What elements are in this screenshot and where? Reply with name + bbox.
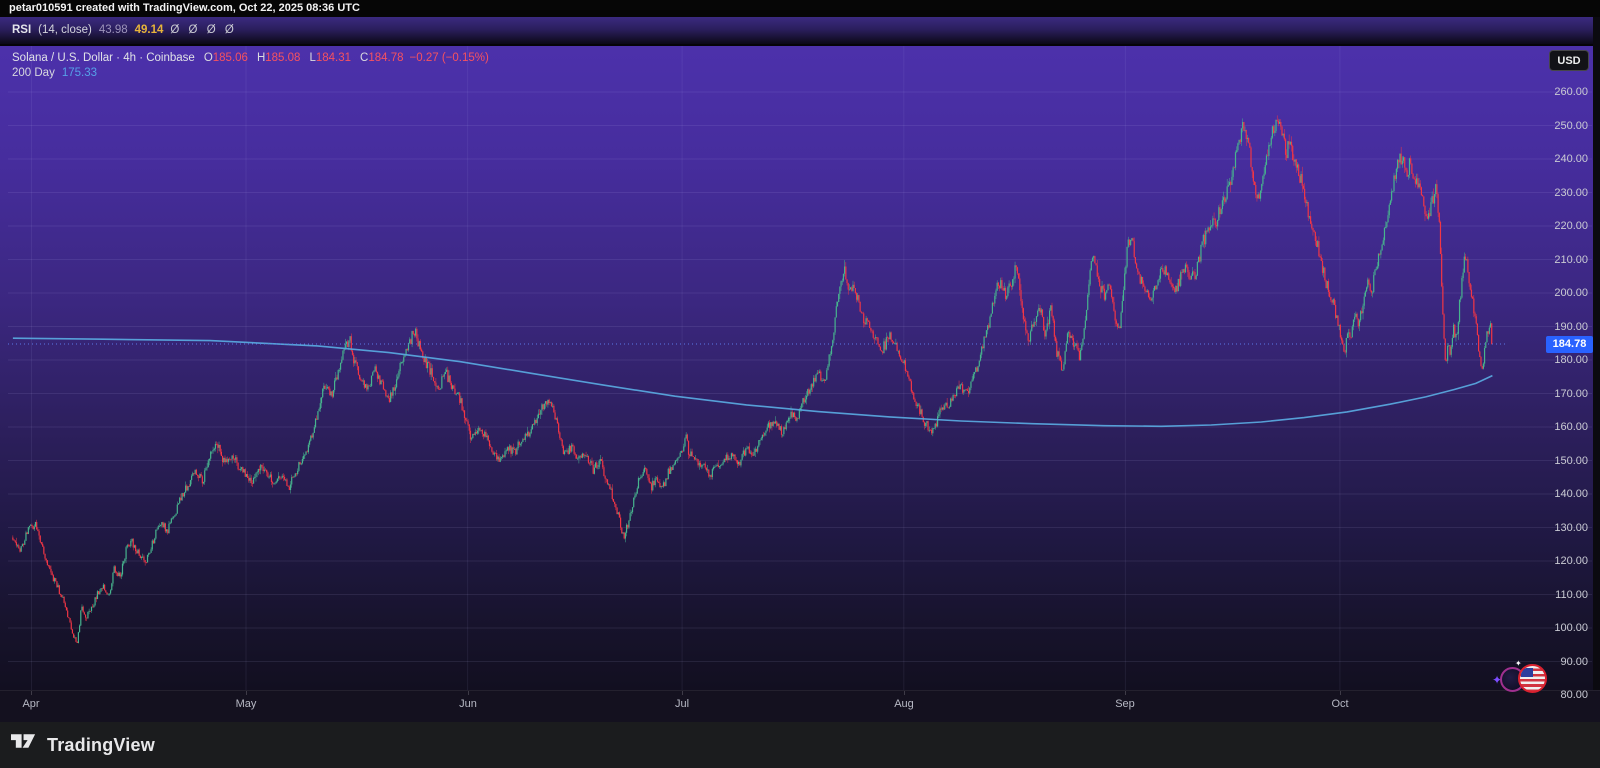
- pane-separator[interactable]: [0, 44, 1600, 46]
- ma-value: 175.33: [61, 67, 98, 79]
- time-axis-tick: [904, 691, 905, 695]
- tradingview-wordmark[interactable]: TradingView: [47, 734, 155, 755]
- attribution-bar: petar010591 created with TradingView.com…: [0, 0, 1600, 17]
- sparkle-icon: ✦: [1515, 659, 1522, 668]
- time-axis-tick: [1340, 691, 1341, 695]
- time-axis-label: Jun: [459, 698, 477, 710]
- time-axis-label: Apr: [22, 698, 40, 710]
- time-axis-tick: [31, 691, 32, 695]
- symbol-legend[interactable]: Solana / U.S. Dollar · 4h · Coinbase O185…: [12, 51, 489, 81]
- rsi-params: (14, close): [38, 24, 92, 36]
- symbol-title: Solana / U.S. Dollar · 4h · Coinbase: [12, 52, 195, 64]
- attribution-text: petar010591 created with TradingView.com…: [9, 2, 360, 14]
- time-axis-label: May: [235, 698, 257, 710]
- high-label: H: [256, 52, 266, 64]
- rsi-empty-values: Ø Ø Ø Ø: [170, 24, 234, 36]
- footer-bar: TradingView: [0, 722, 1600, 768]
- right-edge-strip: [1593, 17, 1600, 690]
- time-axis-label: Aug: [894, 698, 914, 710]
- time-axis-label: Jul: [674, 698, 690, 710]
- tradingview-logo-icon[interactable]: [11, 734, 38, 756]
- ma-legend-row[interactable]: 200 Day 175.33: [12, 66, 489, 81]
- open-label: O: [203, 52, 213, 64]
- currency-usd-button[interactable]: USD: [1549, 50, 1589, 71]
- time-axis[interactable]: Apr May Jun Jul Aug Sep Oct: [0, 690, 1600, 722]
- change-value: −0.27 (−0.15%): [409, 52, 489, 64]
- close-value: 184.78: [368, 52, 404, 64]
- rsi-legend[interactable]: RSI (14, close) 43.98 49.14 Ø Ø Ø Ø: [12, 24, 241, 36]
- rsi-title: RSI: [12, 24, 32, 36]
- sparkle-icon: ✦: [1492, 673, 1503, 687]
- time-axis-tick: [246, 691, 247, 695]
- rsi-pane[interactable]: RSI (14, close) 43.98 49.14 Ø Ø Ø Ø: [0, 17, 1600, 45]
- high-value: 185.08: [265, 52, 301, 64]
- ma-label: 200 Day: [12, 67, 55, 79]
- time-axis-label: Oct: [1331, 698, 1349, 710]
- pair-logo: ✦ ✦: [1492, 659, 1552, 699]
- rsi-ma-value: 43.98: [98, 24, 128, 36]
- time-axis-tick: [468, 691, 469, 695]
- low-label: L: [309, 52, 316, 64]
- low-value: 184.31: [315, 52, 352, 64]
- time-axis-tick: [1125, 691, 1126, 695]
- time-axis-label: Sep: [1115, 698, 1135, 710]
- close-label: C: [360, 52, 369, 64]
- usd-flag-icon: [1518, 664, 1547, 693]
- last-price-label: 184.78: [1546, 336, 1593, 353]
- time-axis-tick: [682, 691, 683, 695]
- open-value: 185.06: [212, 52, 248, 64]
- rsi-value: 49.14: [134, 24, 164, 36]
- symbol-legend-row[interactable]: Solana / U.S. Dollar · 4h · Coinbase O185…: [12, 51, 489, 66]
- chart-background: [0, 46, 1600, 690]
